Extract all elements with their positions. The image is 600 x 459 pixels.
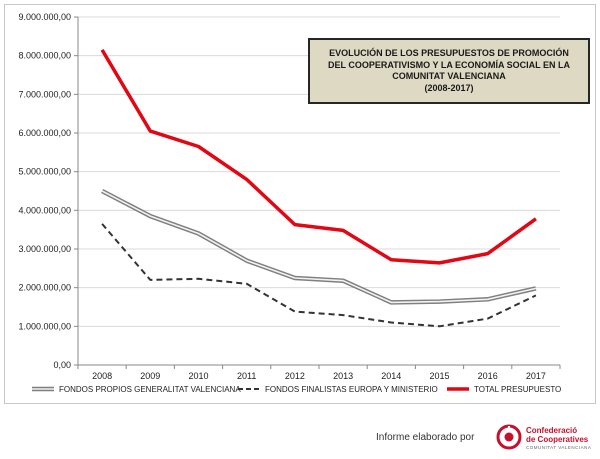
series-line: [101, 223, 537, 328]
y-tick-label: 8.000.000,00: [18, 51, 71, 61]
y-tick-label: 5.000.000,00: [18, 167, 71, 177]
x-tick-label: 2009: [140, 371, 160, 381]
line-chart: 0,00 1.000.000,00 2.000.000,00 3.000.000,00…: [18, 12, 561, 394]
axes: 0,00 1.000.000,00 2.000.000,00 3.000.000,00…: [18, 12, 561, 381]
x-tick-label: 2012: [285, 371, 305, 381]
chart-title-line-3: COMUNITAT VALENCIANA: [392, 71, 506, 81]
y-tick-label: 0,00: [53, 360, 71, 370]
x-tick-label: 2011: [237, 371, 256, 381]
y-tick-label: 2.000.000,00: [18, 283, 71, 293]
logo-line-2: de Cooperatives: [526, 434, 589, 444]
x-tick-label: 2008: [92, 371, 112, 381]
series: [100, 49, 537, 328]
chart-title-line-2: DEL COOPERATIVISMO Y LA ECONOMÍA SOCIAL …: [327, 59, 571, 70]
y-tick-label: 6.000.000,00: [18, 128, 71, 138]
x-tick-label: 2014: [381, 371, 401, 381]
x-tick-label: 2016: [478, 371, 498, 381]
chart-title: EVOLUCIÓN DE LOS PRESUPUESTOS DE PROMOCI…: [308, 38, 590, 104]
chart-frame: 0,00 1.000.000,00 2.000.000,00 3.000.000,00…: [4, 4, 596, 404]
series-line-inner: [101, 190, 537, 304]
footer: Informe elaborado por Confederació de Co…: [370, 418, 600, 458]
y-tick-label: 7.000.000,00: [18, 89, 71, 99]
x-tick-label: 2015: [429, 371, 449, 381]
legend: FONDOS PROPIOS GENERALITAT VALENCIANA FON…: [32, 385, 561, 394]
legend-label: TOTAL PRESUPUESTO: [474, 385, 561, 394]
logo-text: Confederació de Cooperatives COMUNITAT V…: [526, 426, 592, 453]
footer-text: Informe elaborado por: [376, 432, 475, 443]
logo-line-3: COMUNITAT VALENCIANA: [526, 445, 592, 450]
series-line: [100, 49, 537, 265]
x-tick-label: 2013: [333, 371, 353, 381]
y-tick-label: 3.000.000,00: [18, 244, 71, 254]
chart-title-line-4: (2008-2017): [424, 82, 474, 93]
cooperatives-logo-icon: [496, 424, 522, 450]
x-tick-label: 2017: [526, 371, 546, 381]
series-line: [101, 189, 537, 305]
legend-entry-2: TOTAL PRESUPUESTO: [447, 385, 561, 394]
legend-entry-1: FONDOS FINALISTAS EUROPA Y MINISTERIO: [238, 385, 438, 394]
y-tick-label: 9.000.000,00: [18, 12, 71, 22]
legend-label: FONDOS PROPIOS GENERALITAT VALENCIANA: [59, 385, 241, 394]
y-tick-label: 1.000.000,00: [18, 321, 71, 331]
series-2: [100, 49, 537, 265]
y-tick-label: 4.000.000,00: [18, 205, 71, 215]
series-0: [101, 189, 537, 305]
logo-line-1: Confederació: [526, 426, 578, 435]
legend-label: FONDOS FINALISTAS EUROPA Y MINISTERIO: [265, 385, 438, 394]
x-tick-label: 2010: [188, 371, 208, 381]
chart-title-line-1: EVOLUCIÓN DE LOS PRESUPUESTOS DE PROMOCI…: [329, 48, 569, 58]
legend-entry-0: FONDOS PROPIOS GENERALITAT VALENCIANA: [32, 385, 241, 394]
series-1: [101, 223, 537, 328]
